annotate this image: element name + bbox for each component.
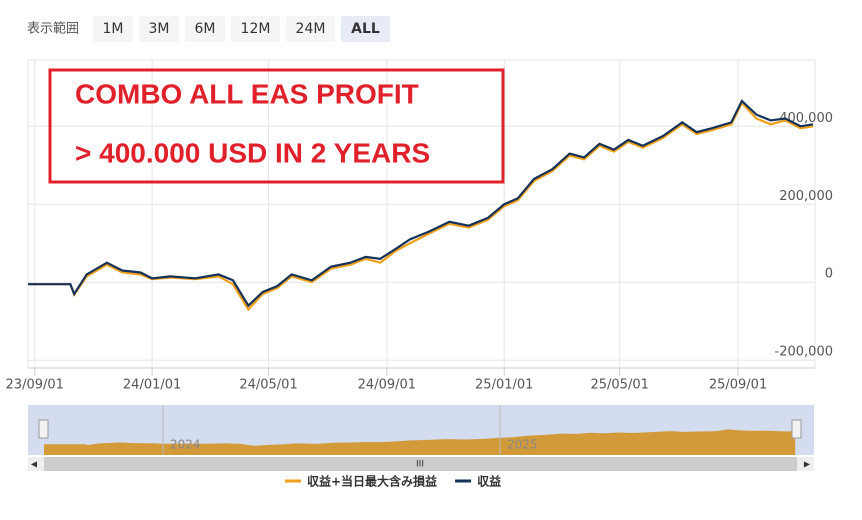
range-button[interactable] bbox=[286, 16, 335, 42]
y-tick-label: 200,000 bbox=[779, 189, 833, 204]
range-buttons: 1M 3M 6M 12M 24M ALL bbox=[93, 16, 390, 42]
navigator-handle[interactable] bbox=[38, 419, 49, 439]
range-button-label[interactable]: 6M bbox=[195, 21, 216, 37]
range-button[interactable] bbox=[139, 16, 179, 42]
range-button[interactable] bbox=[341, 16, 390, 42]
x-tick-label: 25/05/01 bbox=[590, 378, 648, 393]
scroll-right[interactable]: ▶ bbox=[804, 460, 811, 469]
x-tick-label: 25/01/01 bbox=[475, 378, 533, 393]
scrollbar-grip: III bbox=[416, 460, 424, 470]
range-button-label[interactable]: 3M bbox=[149, 21, 170, 37]
series-line bbox=[28, 99, 814, 308]
range-button-label[interactable]: 1M bbox=[103, 21, 124, 37]
x-tick-label: 25/09/01 bbox=[709, 378, 767, 393]
y-tick-label: 400,000 bbox=[779, 111, 833, 126]
y-tick-label: -200,000 bbox=[775, 345, 833, 360]
navigator-label: 2025 bbox=[507, 438, 538, 452]
legend-label[interactable]: 収益+当日最大含み損益 bbox=[307, 474, 437, 489]
x-tick-label: 24/01/01 bbox=[123, 378, 181, 393]
x-tick-label: 24/05/01 bbox=[239, 378, 297, 393]
y-tick-label: 0 bbox=[825, 267, 833, 282]
navigator-area bbox=[44, 429, 796, 455]
scroll-left[interactable]: ◀ bbox=[31, 460, 38, 469]
x-tick-label: 23/09/01 bbox=[6, 378, 64, 393]
range-button[interactable] bbox=[185, 16, 225, 42]
range-button[interactable] bbox=[93, 16, 133, 42]
annotation-text: COMBO ALL EAS PROFIT bbox=[75, 78, 419, 109]
series-line bbox=[28, 100, 814, 312]
plot: -200,000 0 200,000 400,000 23/09/01 24/01/01 2… bbox=[6, 59, 833, 393]
x-tick-label: 24/09/01 bbox=[358, 378, 416, 393]
navigator: 2024 2025 bbox=[44, 405, 796, 455]
range-button[interactable] bbox=[231, 16, 280, 42]
range-button-label[interactable]: ALL bbox=[351, 21, 380, 37]
annotation-text: > 400.000 USD IN 2 YEARS bbox=[75, 137, 430, 168]
range-label: 表示範囲 bbox=[27, 22, 79, 37]
navigator-handle[interactable] bbox=[791, 419, 802, 439]
legend: 収益+当日最大含み損益 収益 bbox=[285, 474, 501, 489]
range-button-label[interactable]: 24M bbox=[296, 21, 326, 37]
scrollbar-thumb[interactable] bbox=[44, 457, 797, 471]
range-button-label[interactable]: 12M bbox=[241, 21, 271, 37]
legend-label[interactable]: 収益 bbox=[477, 474, 501, 489]
annotation-box bbox=[48, 68, 505, 184]
navigator-label: 2024 bbox=[170, 438, 201, 452]
